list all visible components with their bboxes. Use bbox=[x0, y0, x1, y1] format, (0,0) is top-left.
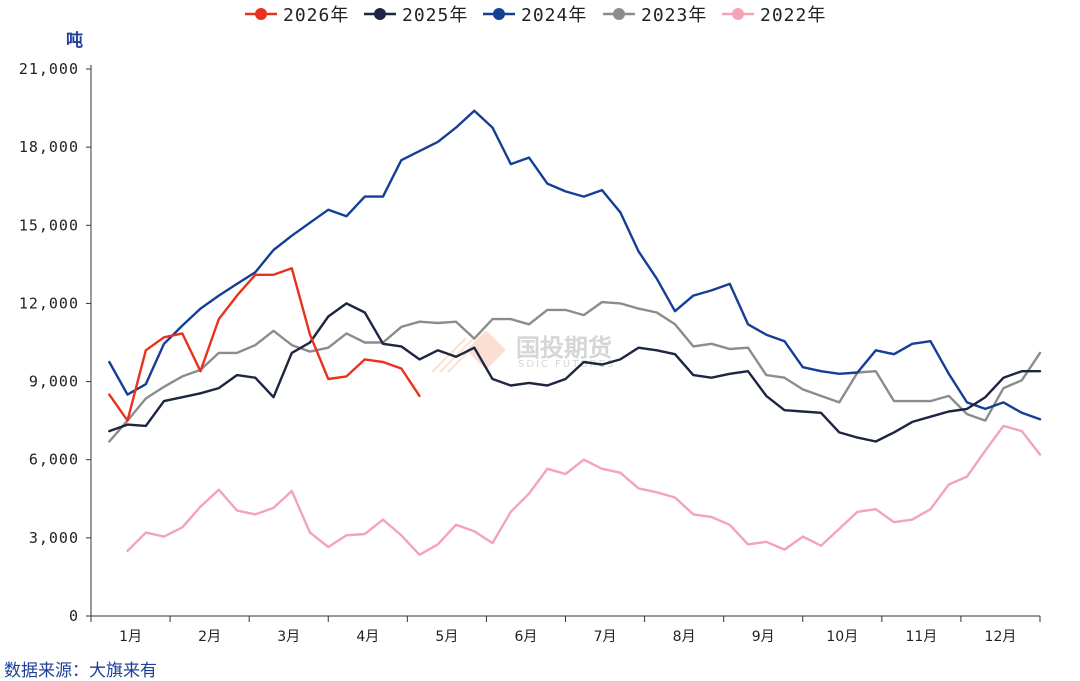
x-tick-label: 3月 bbox=[277, 629, 300, 645]
legend-label: 2026年 bbox=[283, 5, 349, 26]
x-tick-label: 1月 bbox=[119, 629, 142, 645]
series-line-2024年 bbox=[108, 109, 1042, 421]
y-tick-label: 15,000 bbox=[19, 216, 79, 234]
legend-label: 2024年 bbox=[521, 5, 587, 26]
axes: 0 3,000 6,000 9,000 12,000 15,000 18,000 21,000… bbox=[19, 60, 1041, 645]
legend-marker bbox=[374, 8, 386, 20]
y-tick-label: 6,000 bbox=[29, 451, 79, 469]
series-lines bbox=[108, 109, 1042, 556]
chart: 国投期货 SDIC FUTURES 0 3,000 6,000 9,000 12,000… bbox=[19, 5, 1042, 645]
legend-marker bbox=[732, 8, 744, 20]
y-tick-label: 18,000 bbox=[19, 138, 79, 156]
data-source-note: 数据来源：大旗来有 bbox=[4, 661, 157, 681]
x-tick-label: 4月 bbox=[356, 629, 379, 645]
series-line-2026年 bbox=[108, 267, 421, 422]
legend-marker bbox=[613, 8, 625, 20]
legend-marker bbox=[255, 8, 267, 20]
x-tick-label: 12月 bbox=[985, 629, 1017, 645]
y-tick-label: 21,000 bbox=[19, 60, 79, 78]
y-axis-unit-label: 吨 bbox=[66, 30, 83, 51]
x-tick-label: 7月 bbox=[594, 629, 617, 645]
y-tick-label: 0 bbox=[69, 607, 79, 625]
y-tick-label: 3,000 bbox=[29, 529, 79, 547]
series-line-2025年 bbox=[108, 302, 1042, 443]
legend-label: 2025年 bbox=[402, 5, 468, 26]
legend-label: 2022年 bbox=[760, 5, 826, 26]
y-tick-label: 9,000 bbox=[29, 373, 79, 391]
legend: 2026年 2025年 2024年 2023年 2022年 bbox=[245, 5, 826, 26]
x-tick-label: 8月 bbox=[673, 629, 696, 645]
watermark-subtext: SDIC FUTURES bbox=[518, 359, 615, 370]
x-tick-label: 10月 bbox=[826, 629, 858, 645]
watermark: 国投期货 SDIC FUTURES bbox=[431, 330, 615, 373]
watermark-text: 国投期货 bbox=[516, 334, 612, 362]
x-tick-label: 5月 bbox=[435, 629, 458, 645]
y-tick-label: 12,000 bbox=[19, 294, 79, 312]
x-tick-label: 11月 bbox=[905, 629, 937, 645]
legend-marker bbox=[493, 8, 505, 20]
legend-label: 2023年 bbox=[641, 5, 707, 26]
x-tick-label: 6月 bbox=[514, 629, 537, 645]
series-line-2023年 bbox=[108, 300, 1042, 443]
series-line-2022年 bbox=[126, 424, 1042, 556]
x-tick-label: 9月 bbox=[752, 629, 775, 645]
x-tick-label: 2月 bbox=[198, 629, 221, 645]
